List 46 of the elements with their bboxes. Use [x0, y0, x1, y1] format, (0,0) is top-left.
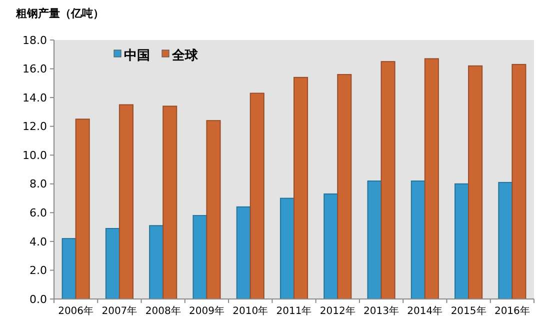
legend-label: 全球: [171, 48, 199, 64]
bar: [105, 228, 120, 300]
bar: [280, 198, 294, 300]
x-tick-label: 2016年: [494, 305, 530, 317]
bar: [424, 58, 439, 300]
y-tick-label: 8.0: [30, 178, 47, 191]
bar: [337, 74, 352, 300]
x-tick-label: 2012年: [320, 305, 356, 317]
x-tick-label: 2008年: [145, 305, 181, 317]
bar: [250, 92, 264, 300]
chart-title: 粗钢产量（亿吨）: [15, 7, 104, 20]
bar: [118, 104, 134, 300]
y-tick-label: 10.0: [22, 148, 47, 162]
bar: [75, 118, 90, 300]
y-tick-label: 4.0: [30, 235, 47, 248]
bar: [62, 238, 76, 300]
y-tick-label: 16.0: [22, 62, 47, 76]
bar: [162, 106, 178, 300]
bar: [367, 180, 382, 300]
y-tick-label: 0.0: [30, 292, 47, 306]
y-tick-label: 2.0: [30, 264, 47, 278]
bar: [410, 180, 426, 300]
y-tick-label: 12.0: [22, 120, 47, 134]
bar: [324, 193, 338, 300]
bar: [380, 61, 396, 300]
y-tick-label: 18.0: [22, 34, 47, 47]
bar: [454, 183, 470, 300]
x-tick-label: 2006年: [58, 305, 94, 317]
y-tick-label: 14.0: [22, 91, 47, 104]
bar: [149, 225, 164, 300]
bar: [206, 120, 221, 300]
bar: [294, 76, 308, 300]
x-tick-label: 2014年: [407, 305, 443, 317]
bar: [468, 65, 483, 300]
x-tick-label: 2015年: [450, 305, 486, 317]
x-tick-label: 2009年: [189, 305, 224, 317]
bar: [236, 206, 251, 300]
x-tick-label: 2007年: [102, 305, 138, 317]
y-tick-label: 6.0: [30, 206, 47, 220]
bar: [192, 215, 208, 300]
x-tick-label: 2013年: [364, 305, 399, 317]
x-tick-label: 2011年: [276, 305, 312, 317]
legend-label: 中国: [124, 48, 150, 64]
x-tick-label: 2010年: [232, 305, 268, 317]
bar: [498, 182, 513, 300]
bar: [512, 64, 526, 300]
